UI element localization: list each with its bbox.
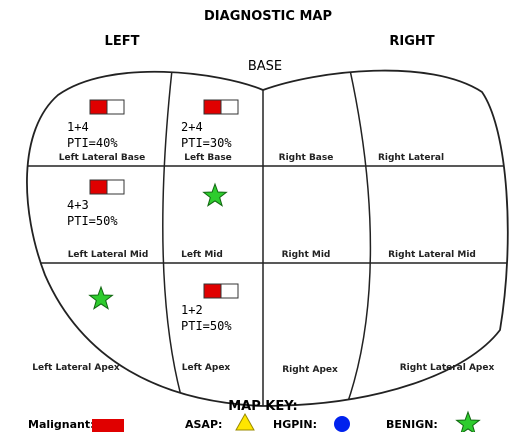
base-label: BASE [248,59,282,74]
key-item: Malignant: [28,418,95,431]
pti: PTI=50% [181,319,232,333]
zone-label: Right Lateral [378,153,444,163]
malignant-icon [204,100,238,114]
key-hgpin [334,416,350,432]
malignant-icon [204,284,238,298]
zone-label: Left Lateral Base [59,153,146,163]
pti: PTI=30% [181,136,232,150]
zone-label: Left Lateral Apex [32,363,120,373]
title: DIAGNOSTIC MAP [204,9,332,24]
right-label: RIGHT [389,34,434,49]
gleason-score: 1+2 [181,303,203,317]
malignant-icon [90,100,124,114]
pti: PTI=40% [67,136,118,150]
key-malignant [92,419,124,432]
key-item: ASAP: [185,418,222,431]
pti: PTI=50% [67,214,118,228]
diagnostic-map: DIAGNOSTIC MAP LEFT RIGHT BASE Left Late… [0,0,519,432]
zone-label: Right Apex [282,365,338,375]
key-title: MAP KEY: [228,399,298,414]
zone-label: Left Lateral Mid [68,250,149,260]
zone-label: Left Base [184,153,232,163]
key-benign [457,412,480,432]
zone-label: Right Mid [282,250,331,260]
key-asap [236,414,254,430]
key-item: HGPIN: [273,418,317,431]
zone-label: Right Lateral Mid [388,250,476,260]
zone-label: Left Apex [182,363,231,373]
gleason-score: 4+3 [67,198,89,212]
gleason-score: 1+4 [67,120,89,134]
gleason-score: 2+4 [181,120,203,134]
benign-icon [90,287,113,309]
malignant-icon [90,180,124,194]
benign-icon [204,184,227,206]
zone-label: Right Lateral Apex [400,363,495,373]
zone-label: Left Mid [181,250,223,260]
key-item: BENIGN: [386,418,438,431]
zone-label: Right Base [279,153,334,163]
left-label: LEFT [105,34,140,49]
